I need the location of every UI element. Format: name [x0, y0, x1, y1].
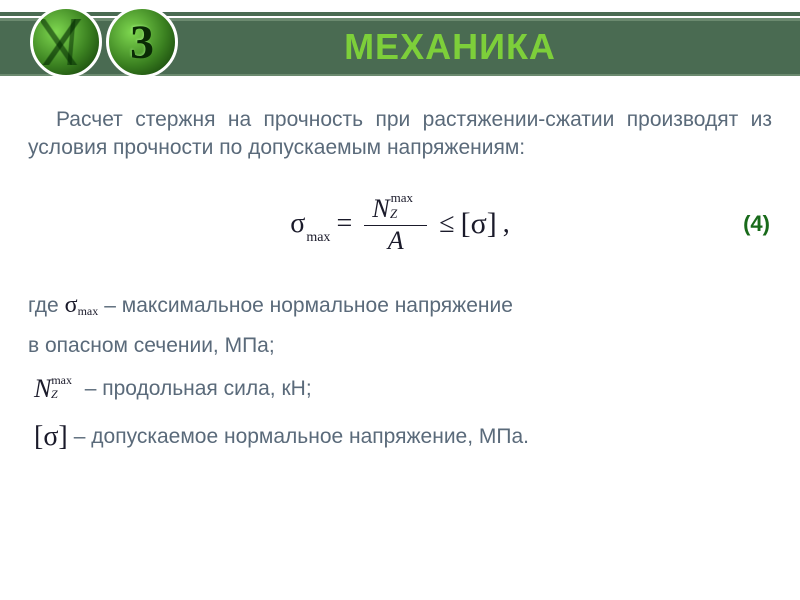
def-sigma-max: где σ max – максимальное нормальное напр…	[28, 287, 772, 324]
sigma-char-3: σ	[65, 287, 78, 324]
def-sigma-allow-text: – допускаемое нормальное напряжение, МПа…	[74, 421, 529, 454]
header: МЕХАНИКА	[0, 0, 800, 88]
fraction-numerator: N max Z	[364, 193, 427, 225]
allowable-sigma: [ σ ]	[461, 207, 497, 241]
sigma-char-2: σ	[471, 207, 487, 241]
bracket-close: ]	[487, 207, 497, 241]
bracket-close-2: ]	[58, 415, 67, 458]
N-sub: Z	[390, 207, 397, 222]
fraction-denominator: A	[380, 226, 412, 256]
sigma-char-4: σ	[43, 415, 58, 458]
formula-tail: ,	[503, 208, 510, 240]
N-inline: N max Z	[34, 369, 79, 409]
number-three-icon	[106, 6, 178, 78]
def-sigma-allow: [ σ ] – допускаемое нормальное напряжени…	[28, 415, 772, 458]
def-N: N max Z – продольная сила, кН;	[28, 369, 772, 409]
sigma-char: σ	[290, 208, 305, 240]
def-N-text: – продольная сила, кН;	[85, 373, 312, 406]
sigma-allow-inline: [ σ ]	[34, 415, 68, 458]
def-sigma-text-a: – максимальное нормальное напряжение	[104, 290, 513, 323]
fraction: N max Z A	[364, 193, 427, 257]
N-char-2: N	[34, 369, 51, 409]
intro-text: Расчет стержня на прочность при растяжен…	[28, 106, 772, 161]
leq-sign: ≤	[439, 208, 454, 240]
N-char: N	[372, 194, 389, 224]
sigma-max-inline: σ max	[65, 287, 99, 324]
equals-sign: =	[336, 208, 352, 240]
equation-number: (4)	[743, 211, 770, 237]
where-label: где	[28, 290, 59, 323]
content: Расчет стержня на прочность при растяжен…	[0, 88, 800, 459]
leaf-icon	[30, 6, 102, 78]
bracket-open-2: [	[34, 415, 43, 458]
def-sigma-text-b: в опасном сечении, МПа;	[28, 331, 772, 361]
formula-row: σ max = N max Z A ≤ [ σ ]	[28, 189, 772, 259]
N-sup: max	[391, 191, 413, 206]
sigma-max-symbol: σ max	[290, 208, 330, 240]
header-icons	[30, 6, 178, 78]
sigma-sub: max	[306, 230, 330, 246]
sigma-sub-2: max	[78, 302, 99, 321]
N-sub-2: Z	[51, 385, 58, 404]
strength-formula: σ max = N max Z A ≤ [ σ ]	[290, 193, 510, 257]
bracket-open: [	[461, 207, 471, 241]
